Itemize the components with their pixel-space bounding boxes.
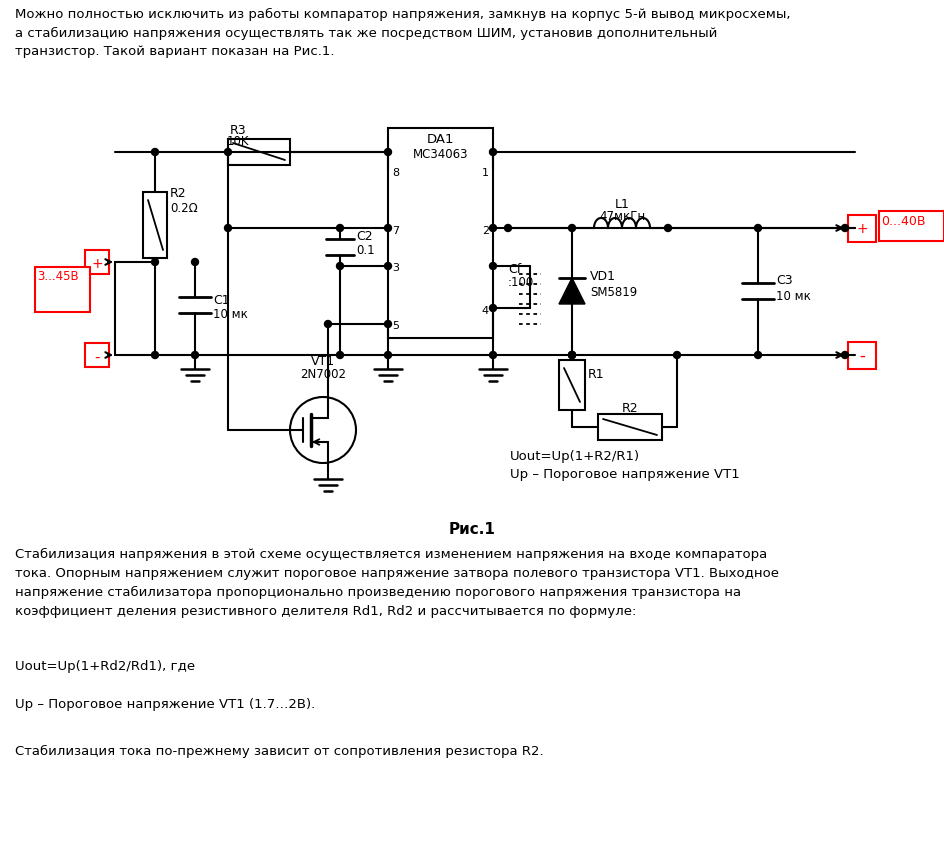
Text: 10 мк: 10 мк: [213, 309, 248, 322]
Text: :100: :100: [508, 276, 534, 289]
Text: R2: R2: [622, 402, 638, 415]
Text: R1: R1: [588, 368, 604, 382]
Circle shape: [841, 352, 849, 359]
Text: МС34063: МС34063: [413, 148, 468, 161]
Circle shape: [336, 262, 344, 269]
Circle shape: [384, 149, 392, 156]
Circle shape: [151, 149, 159, 156]
Bar: [879, 211, 944, 241]
Circle shape: [384, 321, 392, 328]
Text: R3: R3: [229, 124, 246, 137]
Circle shape: [384, 224, 392, 231]
Circle shape: [336, 224, 344, 231]
Polygon shape: [559, 278, 585, 304]
Text: C1: C1: [213, 293, 229, 306]
Text: 0.1: 0.1: [356, 244, 375, 257]
Text: 1: 1: [482, 168, 489, 178]
Bar: [143, 192, 167, 258]
Text: L1: L1: [615, 198, 630, 211]
Text: Стабилизация напряжения в этой схеме осуществляется изменением напряжения на вхо: Стабилизация напряжения в этой схеме осу…: [15, 548, 779, 618]
Text: 4: 4: [481, 306, 489, 316]
Circle shape: [665, 224, 671, 231]
Text: Cf: Cf: [508, 263, 521, 276]
Circle shape: [490, 149, 497, 156]
Text: VT1: VT1: [311, 355, 335, 368]
Text: 2N7002: 2N7002: [300, 368, 346, 381]
Circle shape: [841, 224, 849, 231]
Bar: [85, 250, 109, 274]
Text: 0.2Ω: 0.2Ω: [170, 202, 197, 215]
Circle shape: [490, 304, 497, 311]
Text: +: +: [92, 257, 103, 271]
Text: +: +: [856, 222, 868, 236]
Text: -: -: [94, 349, 100, 365]
Text: VD1: VD1: [590, 269, 616, 282]
Circle shape: [225, 149, 231, 156]
Circle shape: [325, 321, 331, 328]
Text: Uout=Up(1+Rd2/Rd1), где: Uout=Up(1+Rd2/Rd1), где: [15, 660, 195, 673]
Bar: [85, 343, 109, 367]
Bar: [388, 128, 493, 338]
Circle shape: [192, 259, 198, 266]
Bar: [848, 342, 876, 369]
Bar: [848, 215, 876, 242]
Text: 47мкГн: 47мкГн: [598, 210, 645, 223]
Circle shape: [673, 352, 681, 359]
Text: 10 мк: 10 мк: [776, 291, 811, 304]
Text: -: -: [859, 347, 865, 365]
Text: C2: C2: [356, 230, 373, 243]
Bar: [598, 414, 662, 440]
Text: 0...40В: 0...40В: [881, 215, 925, 228]
Text: 10K: 10K: [227, 135, 249, 148]
Circle shape: [151, 352, 159, 359]
Circle shape: [490, 224, 497, 231]
Bar: [35, 267, 90, 312]
Circle shape: [490, 262, 497, 269]
Text: Можно полностью исключить из работы компаратор напряжения, замкнув на корпус 5-й: Можно полностью исключить из работы комп…: [15, 8, 790, 58]
Circle shape: [336, 352, 344, 359]
Text: Up – Пороговое напряжение VT1: Up – Пороговое напряжение VT1: [510, 468, 740, 481]
Text: DA1: DA1: [427, 133, 454, 146]
Circle shape: [568, 224, 576, 231]
Bar: [559, 360, 585, 410]
Text: SM5819: SM5819: [590, 286, 637, 299]
Circle shape: [754, 224, 762, 231]
Text: Рис.1: Рис.1: [448, 522, 496, 537]
Circle shape: [568, 352, 576, 359]
Text: Стабилизация тока по-прежнему зависит от сопротивления резистора R2.: Стабилизация тока по-прежнему зависит от…: [15, 745, 544, 758]
Text: 8: 8: [392, 168, 399, 178]
Circle shape: [504, 224, 512, 231]
Text: Uout=Up(1+R2/R1): Uout=Up(1+R2/R1): [510, 450, 640, 463]
Text: Up – Пороговое напряжение VT1 (1.7…2B).: Up – Пороговое напряжение VT1 (1.7…2B).: [15, 698, 315, 711]
Circle shape: [384, 262, 392, 269]
Circle shape: [384, 352, 392, 359]
Circle shape: [225, 224, 231, 231]
Circle shape: [490, 352, 497, 359]
Text: 5: 5: [392, 321, 399, 331]
Bar: [228, 139, 290, 165]
Circle shape: [151, 259, 159, 266]
Text: 3: 3: [392, 263, 399, 273]
Text: 2: 2: [481, 226, 489, 236]
Text: 3...45В: 3...45В: [37, 270, 78, 283]
Circle shape: [568, 352, 576, 359]
Text: 7: 7: [392, 226, 399, 236]
Text: C3: C3: [776, 274, 793, 287]
Text: R2: R2: [170, 187, 187, 200]
Circle shape: [568, 352, 576, 359]
Circle shape: [754, 352, 762, 359]
Circle shape: [192, 352, 198, 359]
